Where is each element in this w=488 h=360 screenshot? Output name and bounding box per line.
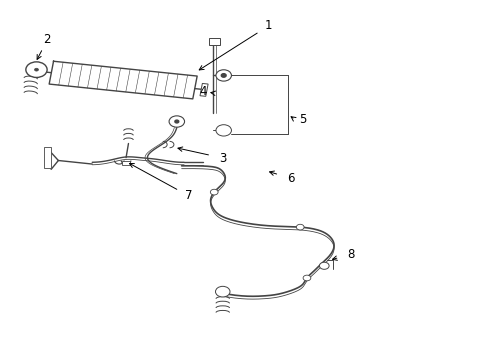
- Text: 5: 5: [298, 113, 305, 126]
- Circle shape: [216, 70, 231, 81]
- Circle shape: [175, 120, 179, 123]
- Circle shape: [35, 68, 39, 71]
- Circle shape: [216, 125, 231, 136]
- Text: 2: 2: [43, 33, 51, 46]
- Text: 1: 1: [264, 19, 272, 32]
- Text: 8: 8: [346, 248, 354, 261]
- Circle shape: [26, 62, 47, 77]
- Circle shape: [210, 189, 218, 195]
- Text: 3: 3: [219, 152, 226, 165]
- Text: 4: 4: [199, 85, 207, 98]
- Circle shape: [303, 275, 310, 281]
- Circle shape: [296, 224, 304, 230]
- Bar: [200, 84, 208, 96]
- Circle shape: [215, 286, 229, 297]
- Text: 7: 7: [185, 189, 192, 202]
- Bar: [209, 38, 220, 45]
- Circle shape: [169, 116, 184, 127]
- Bar: [122, 161, 130, 165]
- Text: 6: 6: [286, 172, 294, 185]
- Bar: [44, 147, 51, 168]
- Circle shape: [221, 74, 225, 77]
- Circle shape: [319, 262, 328, 269]
